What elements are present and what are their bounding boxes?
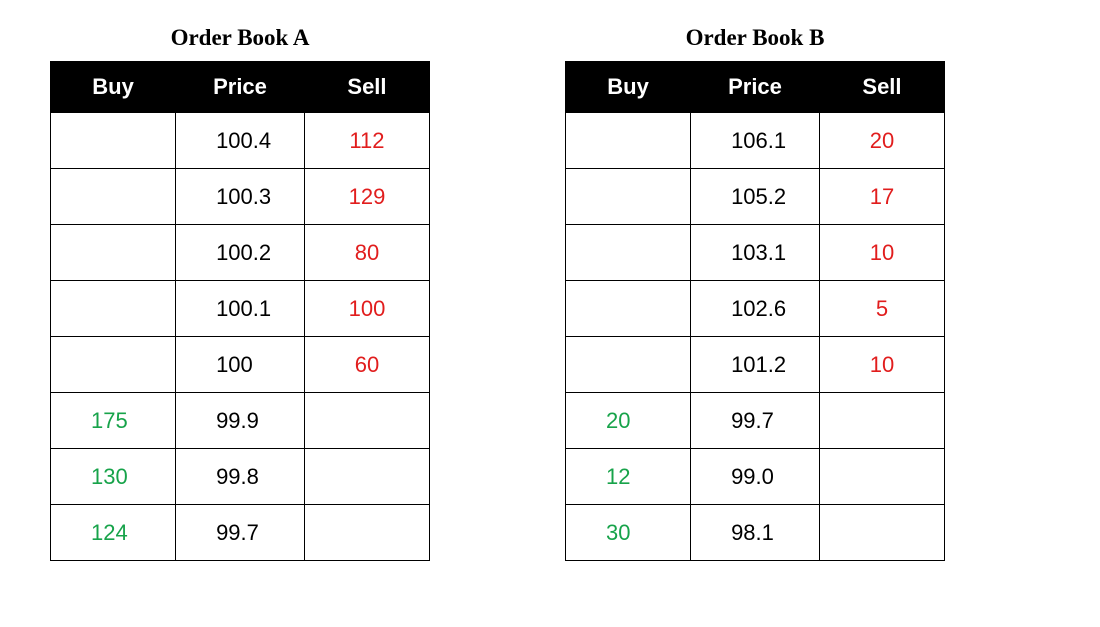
- cell-sell: 80: [304, 225, 429, 281]
- cell-sell: 60: [304, 337, 429, 393]
- cell-price: 99.0: [691, 449, 820, 505]
- cell-price: 100.1: [176, 281, 305, 337]
- table-row: 30 98.1: [566, 505, 945, 561]
- col-header-sell: Sell: [819, 62, 944, 113]
- cell-buy: [566, 113, 691, 169]
- table-row: 100.2 80: [51, 225, 430, 281]
- cell-price: 99.8: [176, 449, 305, 505]
- cell-buy: [51, 169, 176, 225]
- cell-buy: [566, 169, 691, 225]
- order-book-a-table: Buy Price Sell 100.4 112 100.3 129: [50, 61, 430, 561]
- cell-buy: [51, 113, 176, 169]
- cell-price: 105.2: [691, 169, 820, 225]
- order-book-b: Order Book B Buy Price Sell 106.1 20: [565, 25, 945, 561]
- col-header-sell: Sell: [304, 62, 429, 113]
- order-book-a-title: Order Book A: [50, 25, 430, 51]
- cell-buy: 30: [566, 505, 691, 561]
- table-row: 12 99.0: [566, 449, 945, 505]
- cell-buy: 175: [51, 393, 176, 449]
- cell-buy: [566, 281, 691, 337]
- order-book-a: Order Book A Buy Price Sell 100.4 112: [50, 25, 430, 561]
- cell-sell: 17: [819, 169, 944, 225]
- cell-sell: 100: [304, 281, 429, 337]
- cell-sell: 10: [819, 225, 944, 281]
- cell-buy: 12: [566, 449, 691, 505]
- cell-price: 99.9: [176, 393, 305, 449]
- cell-sell: 20: [819, 113, 944, 169]
- cell-sell: 129: [304, 169, 429, 225]
- cell-price: 99.7: [176, 505, 305, 561]
- cell-sell: 10: [819, 337, 944, 393]
- cell-sell: 112: [304, 113, 429, 169]
- cell-buy: [51, 281, 176, 337]
- cell-sell: [304, 449, 429, 505]
- cell-sell: [304, 393, 429, 449]
- cell-price: 103.1: [691, 225, 820, 281]
- cell-price: 98.1: [691, 505, 820, 561]
- table-row: 124 99.7: [51, 505, 430, 561]
- cell-price: 100.4: [176, 113, 305, 169]
- cell-price: 100.3: [176, 169, 305, 225]
- cell-price: 106.1: [691, 113, 820, 169]
- table-row: 100.3 129: [51, 169, 430, 225]
- cell-price: 100.2: [176, 225, 305, 281]
- cell-sell: 5: [819, 281, 944, 337]
- cell-price: 101.2: [691, 337, 820, 393]
- table-row: 103.1 10: [566, 225, 945, 281]
- cell-price: 100: [176, 337, 305, 393]
- cell-sell: [304, 505, 429, 561]
- cell-sell: [819, 393, 944, 449]
- table-row: 130 99.8: [51, 449, 430, 505]
- table-row: 105.2 17: [566, 169, 945, 225]
- cell-buy: 130: [51, 449, 176, 505]
- cell-buy: 20: [566, 393, 691, 449]
- order-books-container: Order Book A Buy Price Sell 100.4 112: [0, 0, 1100, 561]
- cell-sell: [819, 505, 944, 561]
- order-book-b-title: Order Book B: [565, 25, 945, 51]
- cell-buy: [51, 225, 176, 281]
- col-header-price: Price: [691, 62, 820, 113]
- col-header-price: Price: [176, 62, 305, 113]
- col-header-buy: Buy: [566, 62, 691, 113]
- cell-price: 102.6: [691, 281, 820, 337]
- cell-buy: [566, 225, 691, 281]
- table-row: 100 60: [51, 337, 430, 393]
- table-header-row: Buy Price Sell: [566, 62, 945, 113]
- table-row: 100.1 100: [51, 281, 430, 337]
- table-row: 175 99.9: [51, 393, 430, 449]
- order-book-b-table: Buy Price Sell 106.1 20 105.2 17: [565, 61, 945, 561]
- cell-sell: [819, 449, 944, 505]
- cell-buy: [51, 337, 176, 393]
- cell-price: 99.7: [691, 393, 820, 449]
- table-row: 101.2 10: [566, 337, 945, 393]
- table-row: 20 99.7: [566, 393, 945, 449]
- table-header-row: Buy Price Sell: [51, 62, 430, 113]
- col-header-buy: Buy: [51, 62, 176, 113]
- cell-buy: 124: [51, 505, 176, 561]
- table-row: 100.4 112: [51, 113, 430, 169]
- table-row: 102.6 5: [566, 281, 945, 337]
- cell-buy: [566, 337, 691, 393]
- table-row: 106.1 20: [566, 113, 945, 169]
